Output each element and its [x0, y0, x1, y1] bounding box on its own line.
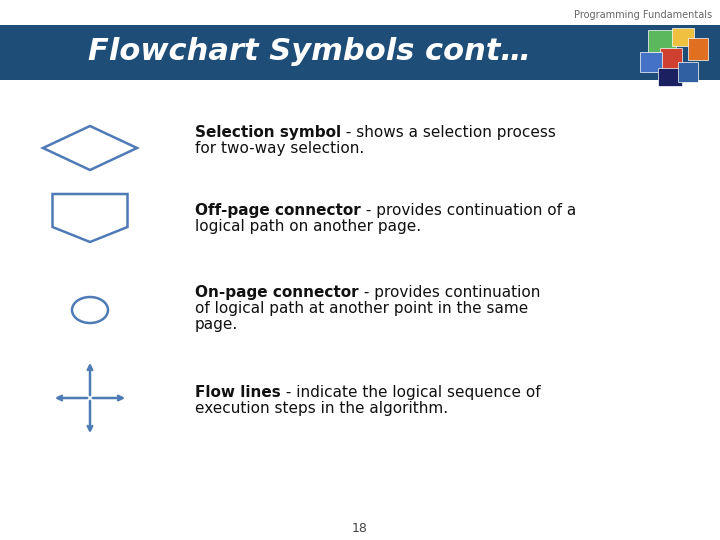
Text: page.: page.	[195, 317, 238, 332]
Text: of logical path at another point in the same: of logical path at another point in the …	[195, 301, 528, 316]
Text: execution steps in the algorithm.: execution steps in the algorithm.	[195, 401, 448, 416]
Bar	[660, 48, 682, 70]
Text: 18: 18	[352, 522, 368, 535]
Text: Programming Fundamentals: Programming Fundamentals	[574, 10, 712, 20]
Text: Selection symbol: Selection symbol	[195, 125, 341, 140]
Bar	[688, 38, 708, 60]
Text: Flow lines: Flow lines	[195, 385, 281, 400]
Bar	[658, 68, 682, 86]
Text: Off-page connector: Off-page connector	[195, 203, 361, 218]
Bar	[672, 28, 694, 46]
Text: - provides continuation: - provides continuation	[359, 285, 540, 300]
Text: On-page connector: On-page connector	[195, 285, 359, 300]
Text: - shows a selection process: - shows a selection process	[341, 125, 556, 140]
Bar	[678, 62, 698, 82]
Bar	[648, 30, 676, 52]
Text: Flowchart Symbols cont…: Flowchart Symbols cont…	[89, 37, 531, 66]
Text: logical path on another page.: logical path on another page.	[195, 219, 421, 234]
Text: - indicate the logical sequence of: - indicate the logical sequence of	[281, 385, 541, 400]
Bar	[640, 52, 662, 72]
Text: for two-way selection.: for two-way selection.	[195, 141, 364, 156]
Text: - provides continuation of a: - provides continuation of a	[361, 203, 576, 218]
Bar	[0, 25, 720, 80]
